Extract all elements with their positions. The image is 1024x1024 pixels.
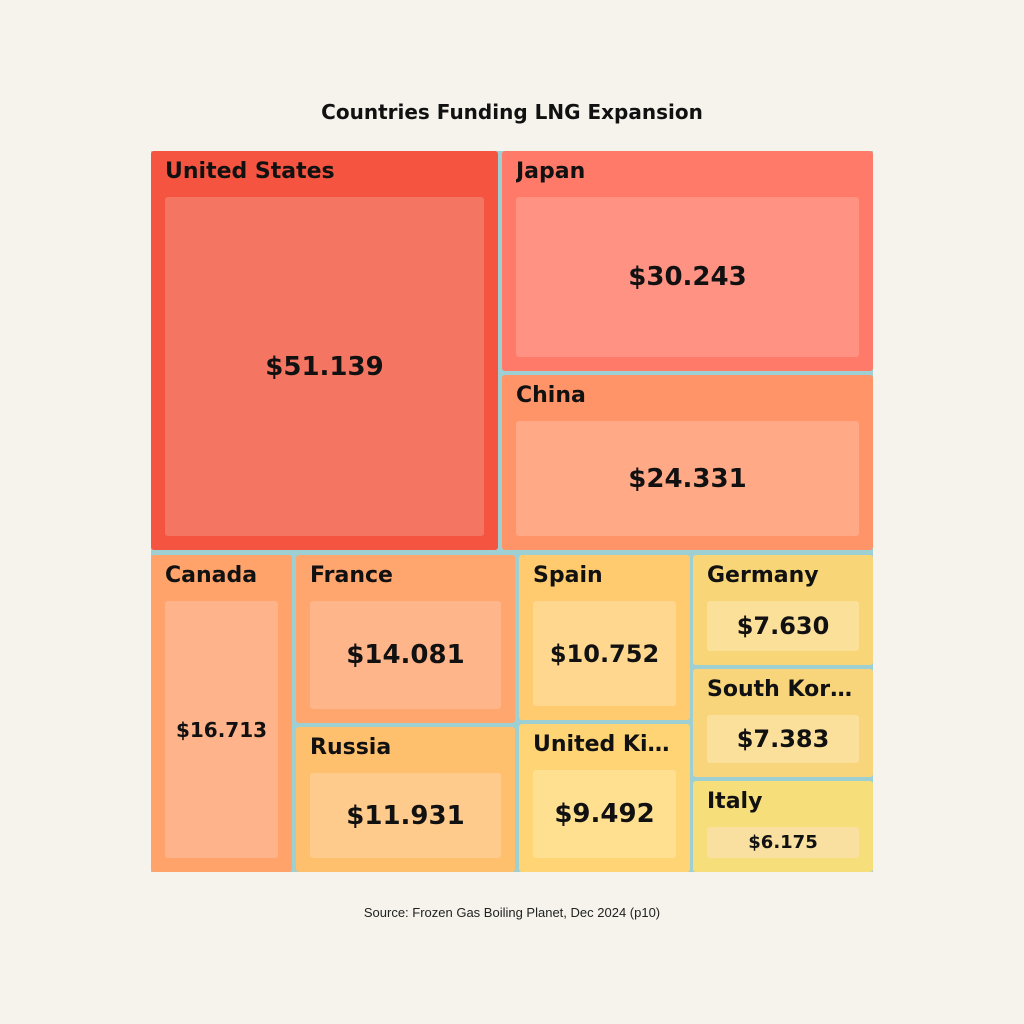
cell-value: $6.175	[748, 832, 818, 853]
cell-value-box: $10.752	[533, 601, 676, 706]
cell-value-box: $11.931	[310, 773, 501, 858]
cell-value: $7.630	[736, 612, 830, 640]
cell-value: $16.713	[175, 717, 268, 742]
cell-value: $30.243	[628, 262, 747, 292]
treemap-cell: Russia $11.931	[296, 727, 515, 872]
cell-label: Canada	[165, 563, 258, 588]
cell-label: Japan	[516, 159, 586, 184]
cell-value: $9.492	[554, 799, 655, 829]
cell-value-box: $24.331	[516, 421, 859, 536]
cell-value-box: $6.175	[707, 827, 859, 858]
chart-title: Countries Funding LNG Expansion	[321, 100, 703, 124]
cell-value: $11.931	[346, 800, 465, 831]
treemap-cell: Japan $30.243	[502, 151, 873, 371]
cell-value-box: $14.081	[310, 601, 501, 709]
cell-value-box: $7.630	[707, 601, 859, 651]
cell-label: Russia	[310, 735, 392, 760]
cell-label: Spain	[533, 563, 603, 588]
cell-label: France	[310, 563, 393, 588]
cell-label: Germany	[707, 563, 819, 588]
cell-value-box: $30.243	[516, 197, 859, 357]
cell-value-box: $16.713	[165, 601, 278, 858]
treemap-cell: United Ki… $9.492	[519, 724, 690, 872]
cell-value-box: $51.139	[165, 197, 484, 536]
cell-label: United Ki…	[533, 732, 670, 757]
cell-label: Italy	[707, 789, 763, 814]
treemap-cell: Germany $7.630	[693, 555, 873, 665]
treemap-cell: Italy $6.175	[693, 781, 873, 872]
cell-label: South Kor…	[707, 677, 853, 702]
treemap: United States $51.139 Japan $30.243 China $24…	[151, 151, 873, 872]
cell-value-box: $9.492	[533, 770, 676, 858]
cell-value: $10.752	[549, 639, 660, 668]
treemap-cell: Canada $16.713	[151, 555, 292, 872]
cell-value: $14.081	[346, 640, 465, 670]
source-note: Source: Frozen Gas Boiling Planet, Dec 2…	[363, 905, 661, 920]
cell-value: $7.383	[736, 725, 830, 753]
cell-value: $51.139	[265, 351, 384, 382]
treemap-cell: South Kor… $7.383	[693, 669, 873, 777]
cell-label: China	[516, 383, 586, 408]
cell-value: $24.331	[628, 463, 747, 494]
cell-value-box: $7.383	[707, 715, 859, 763]
cell-label: United States	[165, 159, 335, 184]
treemap-cell: Spain $10.752	[519, 555, 690, 720]
treemap-cell: China $24.331	[502, 375, 873, 550]
treemap-cell: United States $51.139	[151, 151, 498, 550]
treemap-cell: France $14.081	[296, 555, 515, 723]
